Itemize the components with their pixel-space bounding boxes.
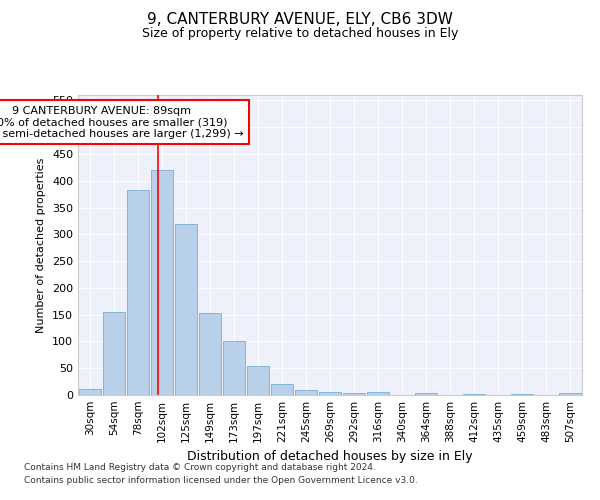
Text: 9 CANTERBURY AVENUE: 89sqm
← 20% of detached houses are smaller (319)
80% of sem: 9 CANTERBURY AVENUE: 89sqm ← 20% of deta… — [0, 106, 244, 139]
Bar — [559, 394, 581, 395]
Bar — [151, 170, 173, 395]
X-axis label: Distribution of detached houses by size in Ely: Distribution of detached houses by size … — [187, 450, 473, 464]
Bar — [103, 312, 125, 395]
Bar — [223, 342, 245, 395]
Text: Size of property relative to detached houses in Ely: Size of property relative to detached ho… — [142, 28, 458, 40]
Bar — [271, 384, 293, 395]
Bar — [463, 394, 485, 395]
Bar — [415, 394, 437, 395]
Bar — [175, 224, 197, 395]
Bar — [295, 390, 317, 395]
Bar — [511, 394, 533, 395]
Bar — [247, 366, 269, 395]
Bar — [343, 394, 365, 395]
Text: 9, CANTERBURY AVENUE, ELY, CB6 3DW: 9, CANTERBURY AVENUE, ELY, CB6 3DW — [147, 12, 453, 28]
Bar — [199, 313, 221, 395]
Y-axis label: Number of detached properties: Number of detached properties — [37, 158, 46, 332]
Text: Contains public sector information licensed under the Open Government Licence v3: Contains public sector information licen… — [24, 476, 418, 485]
Bar — [319, 392, 341, 395]
Text: Contains HM Land Registry data © Crown copyright and database right 2024.: Contains HM Land Registry data © Crown c… — [24, 462, 376, 471]
Bar — [79, 388, 101, 395]
Bar — [127, 190, 149, 395]
Bar — [367, 392, 389, 395]
